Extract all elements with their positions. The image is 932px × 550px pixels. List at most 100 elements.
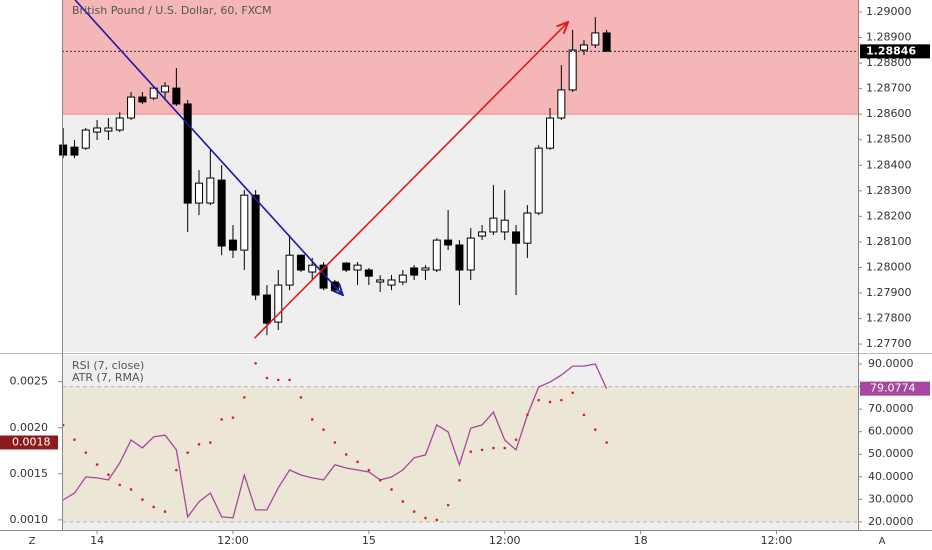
atr-dot — [571, 391, 574, 395]
atr-dot — [548, 400, 552, 404]
rsi-line — [62, 363, 608, 519]
candle-body — [285, 254, 294, 286]
candle-body — [466, 237, 475, 271]
rsi-value-box — [860, 381, 930, 396]
atr-dot — [209, 441, 212, 444]
candle-body — [444, 239, 453, 246]
atr-dot — [220, 418, 223, 421]
candle-body — [138, 96, 147, 103]
atr-dot — [514, 438, 518, 442]
candle-body — [591, 32, 600, 46]
candle-body — [161, 85, 170, 93]
atr-dot — [537, 398, 540, 402]
y-tick-label: 1.28600 — [866, 107, 912, 120]
candle-body — [432, 239, 441, 271]
atr-dot — [435, 518, 439, 522]
atr-dot — [412, 510, 416, 513]
y-tick-label: 0.0025 — [10, 375, 49, 388]
y-tick-label: 1.29000 — [866, 5, 912, 18]
candle-body — [364, 269, 373, 277]
x-tick-label: 18 — [634, 534, 648, 547]
candle-body — [489, 217, 498, 233]
candle-body — [127, 96, 136, 119]
atr-dot — [84, 451, 88, 454]
y-tick-label: 1.28700 — [866, 82, 912, 95]
candle-body — [104, 127, 113, 132]
y2-tick-label: 40.0000 — [868, 470, 914, 483]
atr-dot — [265, 376, 269, 380]
atr-dot — [197, 443, 201, 446]
y-tick-label: 1.28800 — [866, 56, 912, 69]
y-tick-label: 0.0015 — [10, 467, 49, 480]
atr-dot — [175, 468, 178, 472]
atr-value-box — [0, 435, 58, 450]
scale-button[interactable]: Z — [29, 536, 36, 547]
chart-title: British Pound / U.S. Dollar, 60, FXCM — [72, 4, 272, 17]
y-tick-label: 1.28900 — [866, 31, 912, 44]
atr-dot — [424, 516, 427, 520]
candle-body — [500, 219, 509, 233]
rsi-value-label: 79.0774 — [870, 382, 916, 395]
candle-body — [274, 284, 283, 323]
atr-dot — [356, 460, 359, 464]
x-tick-label: 12:00 — [489, 534, 521, 547]
atr-dot — [503, 446, 507, 450]
atr-dot — [254, 361, 257, 365]
x-tick-label: 12:00 — [217, 534, 249, 547]
atr-dot — [390, 488, 393, 491]
candle-body — [512, 231, 521, 244]
candle-body — [602, 32, 611, 52]
atr-dot — [582, 413, 586, 417]
candle-body — [308, 264, 317, 273]
legend-entry: RSI (7, close) — [72, 359, 144, 372]
atr-value-label: 0.0018 — [12, 436, 51, 449]
y2-tick-label: 20.0000 — [868, 515, 914, 528]
candle-body — [195, 182, 204, 204]
y-tick-label: 1.28000 — [866, 260, 912, 273]
candle-body — [93, 127, 102, 133]
candle-body — [342, 262, 351, 271]
atr-dot — [186, 451, 189, 454]
candle-body — [523, 212, 532, 244]
candle-body — [251, 194, 260, 296]
atr-dot — [492, 446, 495, 450]
atr-dot — [163, 510, 167, 513]
atr-dot — [480, 448, 484, 452]
last-price-box — [860, 44, 930, 59]
atr-dot — [401, 500, 405, 503]
candle-body — [568, 49, 577, 91]
trend-arrow — [253, 22, 568, 339]
candle-body — [262, 294, 271, 324]
candle-body — [421, 267, 430, 271]
y-tick-label: 1.27700 — [866, 337, 912, 350]
atr-dot — [242, 396, 246, 399]
atr-dot — [469, 450, 473, 454]
atr-dot — [526, 413, 529, 417]
atr-dot — [73, 438, 76, 442]
y-tick-label: 0.0020 — [10, 421, 49, 434]
atr-dot — [560, 398, 563, 402]
atr-dot — [152, 505, 156, 509]
rsi-band — [62, 386, 858, 522]
legend-entry: ATR (7, RMA) — [72, 371, 144, 384]
candle-body — [478, 231, 487, 237]
candle-body — [387, 279, 396, 286]
y-tick-label: 1.28400 — [866, 158, 912, 171]
atr-dot — [231, 416, 235, 419]
y-tick-label: 1.28300 — [866, 184, 912, 197]
y-tick-label: 1.28100 — [866, 235, 912, 248]
atr-dot — [95, 463, 99, 466]
atr-dot — [276, 378, 280, 382]
atr-dot — [458, 478, 461, 482]
candle-body — [353, 264, 362, 271]
atr-dot — [594, 428, 597, 431]
candle-body — [398, 274, 407, 283]
y-tick-label: 1.27800 — [866, 312, 912, 325]
auto-button[interactable]: A — [879, 536, 886, 547]
candle-body — [149, 87, 158, 99]
y2-tick-label: 50.0000 — [868, 447, 914, 460]
last-price-label: 1.28846 — [866, 44, 916, 57]
x-tick-label: 12:00 — [761, 534, 793, 547]
x-tick-label: 15 — [362, 534, 376, 547]
